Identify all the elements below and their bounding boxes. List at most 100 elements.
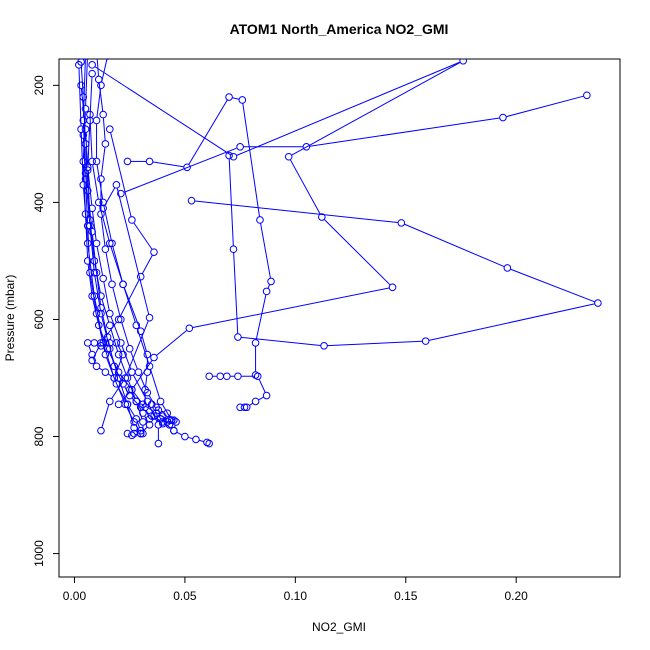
data-point (88, 157, 96, 166)
data-point (128, 431, 136, 440)
data-point (143, 350, 152, 359)
data-point (88, 350, 96, 359)
series-line-segment (126, 320, 149, 375)
data-point (108, 280, 116, 289)
data-point (123, 157, 132, 166)
data-point (205, 372, 213, 381)
series-line-segment (137, 422, 140, 428)
series-line-segment (258, 396, 264, 401)
series-line-segment (96, 88, 102, 118)
data-point (145, 421, 154, 429)
data-point (114, 400, 123, 409)
series-line-segment (102, 321, 117, 341)
series-line-segment (89, 229, 95, 270)
series-line-segment (161, 404, 171, 418)
series-13 (187, 151, 602, 350)
series-line-segment (111, 380, 124, 399)
series-line-segment (105, 252, 112, 281)
data-point (99, 274, 107, 283)
series-line-segment (82, 138, 86, 176)
data-point (234, 372, 242, 381)
series-16 (205, 372, 271, 412)
data-point (83, 339, 92, 347)
data-point (108, 239, 116, 248)
series-line-segment (154, 406, 157, 409)
series-line-segment (85, 182, 89, 223)
series-line-segment (309, 117, 500, 147)
series-line-segment (133, 375, 147, 399)
series-line-segment (150, 369, 161, 399)
series-line-segment (101, 299, 110, 323)
series-line-segment (104, 343, 107, 346)
series-line-segment (133, 222, 153, 250)
series-line-segment (101, 404, 110, 428)
series-line-segment (87, 170, 93, 205)
data-point (88, 356, 96, 365)
series-line-segment (174, 425, 176, 428)
series-line-segment (99, 367, 103, 371)
series-line-segment (104, 187, 116, 206)
data-point (267, 277, 275, 286)
series-line-segment (145, 410, 149, 416)
series-line-segment (110, 132, 132, 217)
y-tick-label: 1000 (32, 540, 46, 567)
series-line-segment (139, 375, 147, 390)
data-point (101, 140, 110, 148)
data-point (97, 309, 105, 318)
data-point (105, 321, 114, 330)
data-point (97, 342, 105, 350)
series-line-segment (89, 118, 93, 158)
series-line-segment (144, 415, 149, 423)
series-line-segment (258, 379, 266, 393)
series-line-segment (156, 330, 187, 356)
series-line-segment (137, 404, 142, 411)
series-line-segment (100, 147, 106, 176)
series-line-segment (114, 357, 123, 375)
series-line-segment (199, 439, 204, 442)
data-point (236, 142, 244, 151)
data-point (101, 368, 110, 376)
series-line-segment (233, 252, 239, 334)
series-line-segment (87, 229, 91, 270)
data-point (86, 268, 94, 277)
series-line-segment (148, 395, 155, 405)
series-line-segment (92, 235, 97, 270)
series-line-segment (428, 303, 595, 341)
series-line-segment (327, 340, 423, 347)
data-point (90, 257, 99, 265)
data-point (499, 113, 507, 122)
data-point (503, 264, 512, 272)
data-point (240, 403, 249, 412)
series-line-segment (133, 360, 153, 388)
data-point (92, 309, 101, 318)
data-point (145, 313, 154, 322)
data-point (125, 344, 134, 353)
series-line-segment (96, 164, 104, 200)
data-point (117, 339, 125, 347)
data-point (388, 283, 397, 292)
series-line-segment (242, 103, 260, 217)
series-line-segment (141, 334, 147, 352)
y-tick-label: 600 (32, 309, 46, 329)
series-line-segment (404, 223, 505, 268)
series-line-segment (142, 426, 148, 432)
data-point (185, 324, 194, 333)
data-point (253, 372, 262, 381)
data-point (150, 412, 158, 420)
data-point (99, 204, 107, 213)
x-axis-label: NO2_GMI (312, 620, 366, 634)
data-point (75, 61, 83, 69)
data-point (125, 385, 134, 394)
data-point (123, 374, 132, 382)
data-point (83, 239, 92, 248)
x-tick-label: 0.15 (394, 589, 418, 603)
series-line-segment (236, 61, 461, 156)
series-line-segment (87, 123, 91, 167)
series-line-segment (92, 164, 99, 200)
data-point (105, 59, 111, 60)
data-point (128, 368, 136, 376)
series-line-segment (92, 211, 97, 240)
data-point (156, 397, 165, 406)
series-line-segment (255, 294, 267, 340)
data-point (121, 374, 130, 382)
